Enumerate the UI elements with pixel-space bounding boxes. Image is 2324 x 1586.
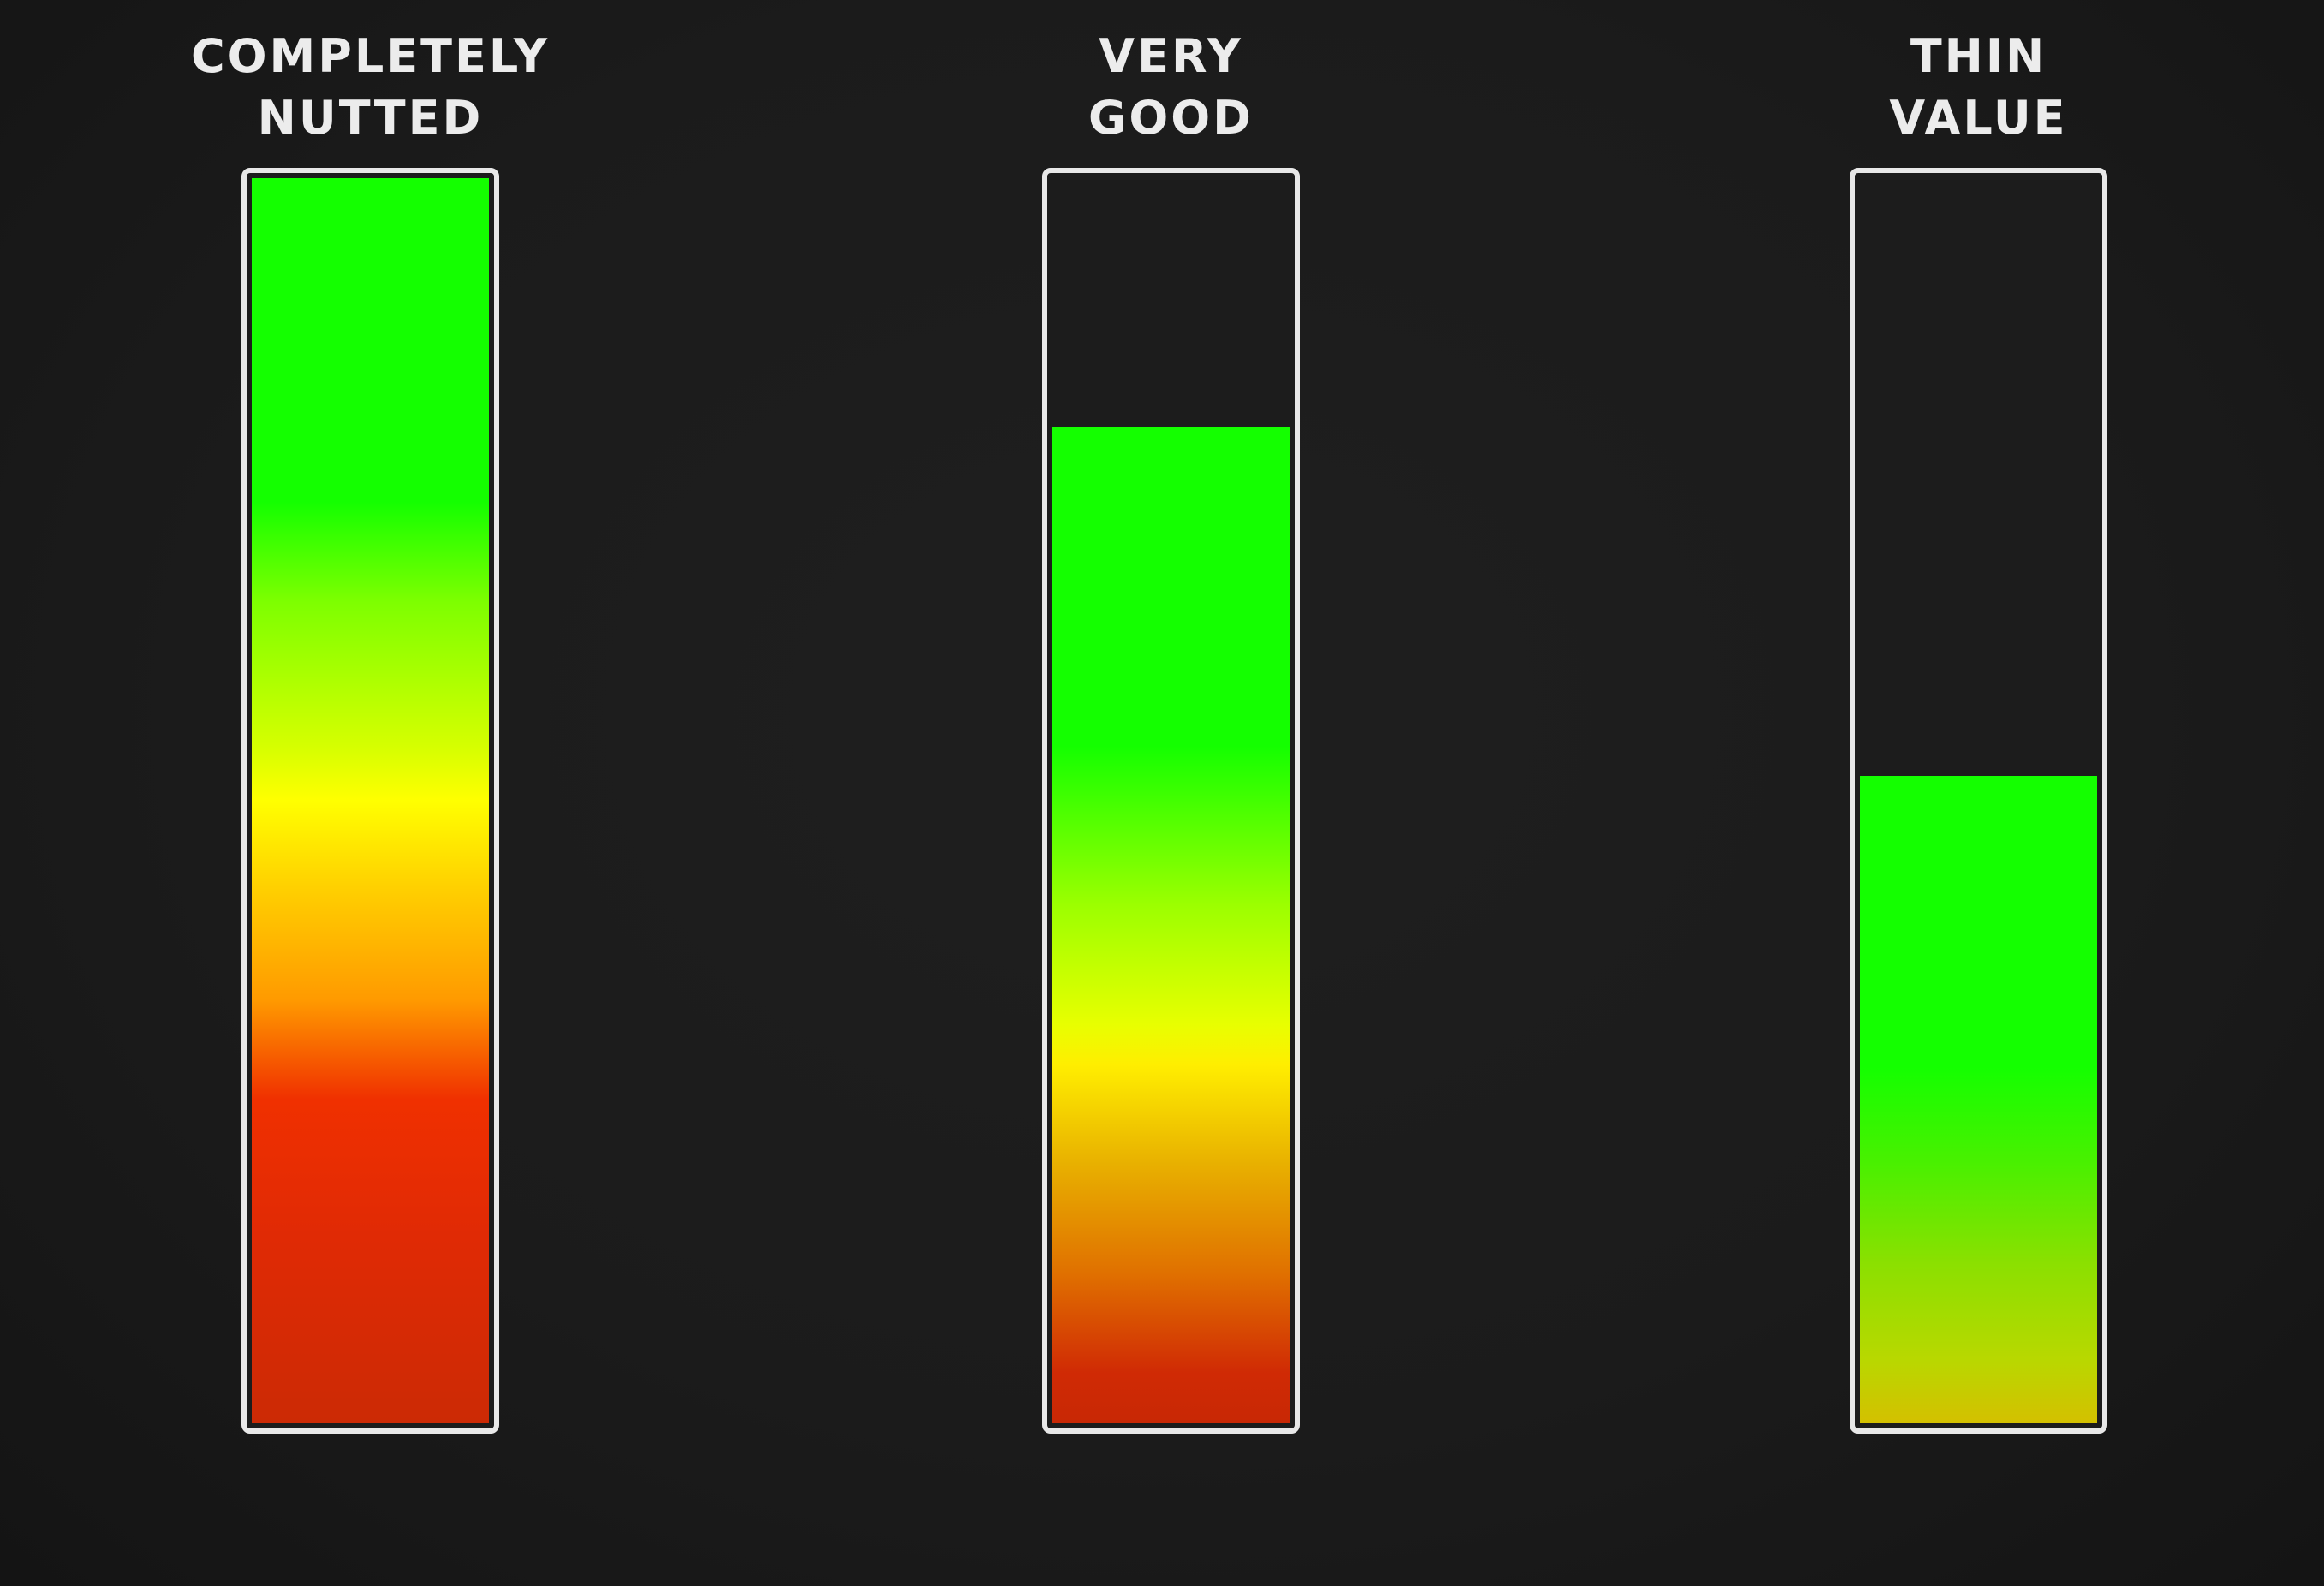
meter-fill-bar xyxy=(1860,775,2097,1423)
meter-fill-bar xyxy=(252,178,489,1423)
meter-label-line: THIN xyxy=(1910,29,2047,83)
meter-label-line: COMPLETELY xyxy=(191,29,550,83)
meter-label-line: NUTTED xyxy=(257,91,484,145)
meter-label: THIN VALUE xyxy=(1679,26,2279,149)
meter-label-line: VERY xyxy=(1099,29,1243,83)
meter-fill-bar xyxy=(1052,426,1290,1423)
meter-label: COMPLETELY NUTTED xyxy=(71,26,670,149)
meter-frame xyxy=(1042,168,1300,1434)
meter-frame xyxy=(1850,168,2107,1434)
meter-label-line: GOOD xyxy=(1088,91,1254,145)
meter-label-line: VALUE xyxy=(1889,91,2068,145)
meter-label: VERY GOOD xyxy=(872,26,1471,149)
meter-frame xyxy=(241,168,499,1434)
